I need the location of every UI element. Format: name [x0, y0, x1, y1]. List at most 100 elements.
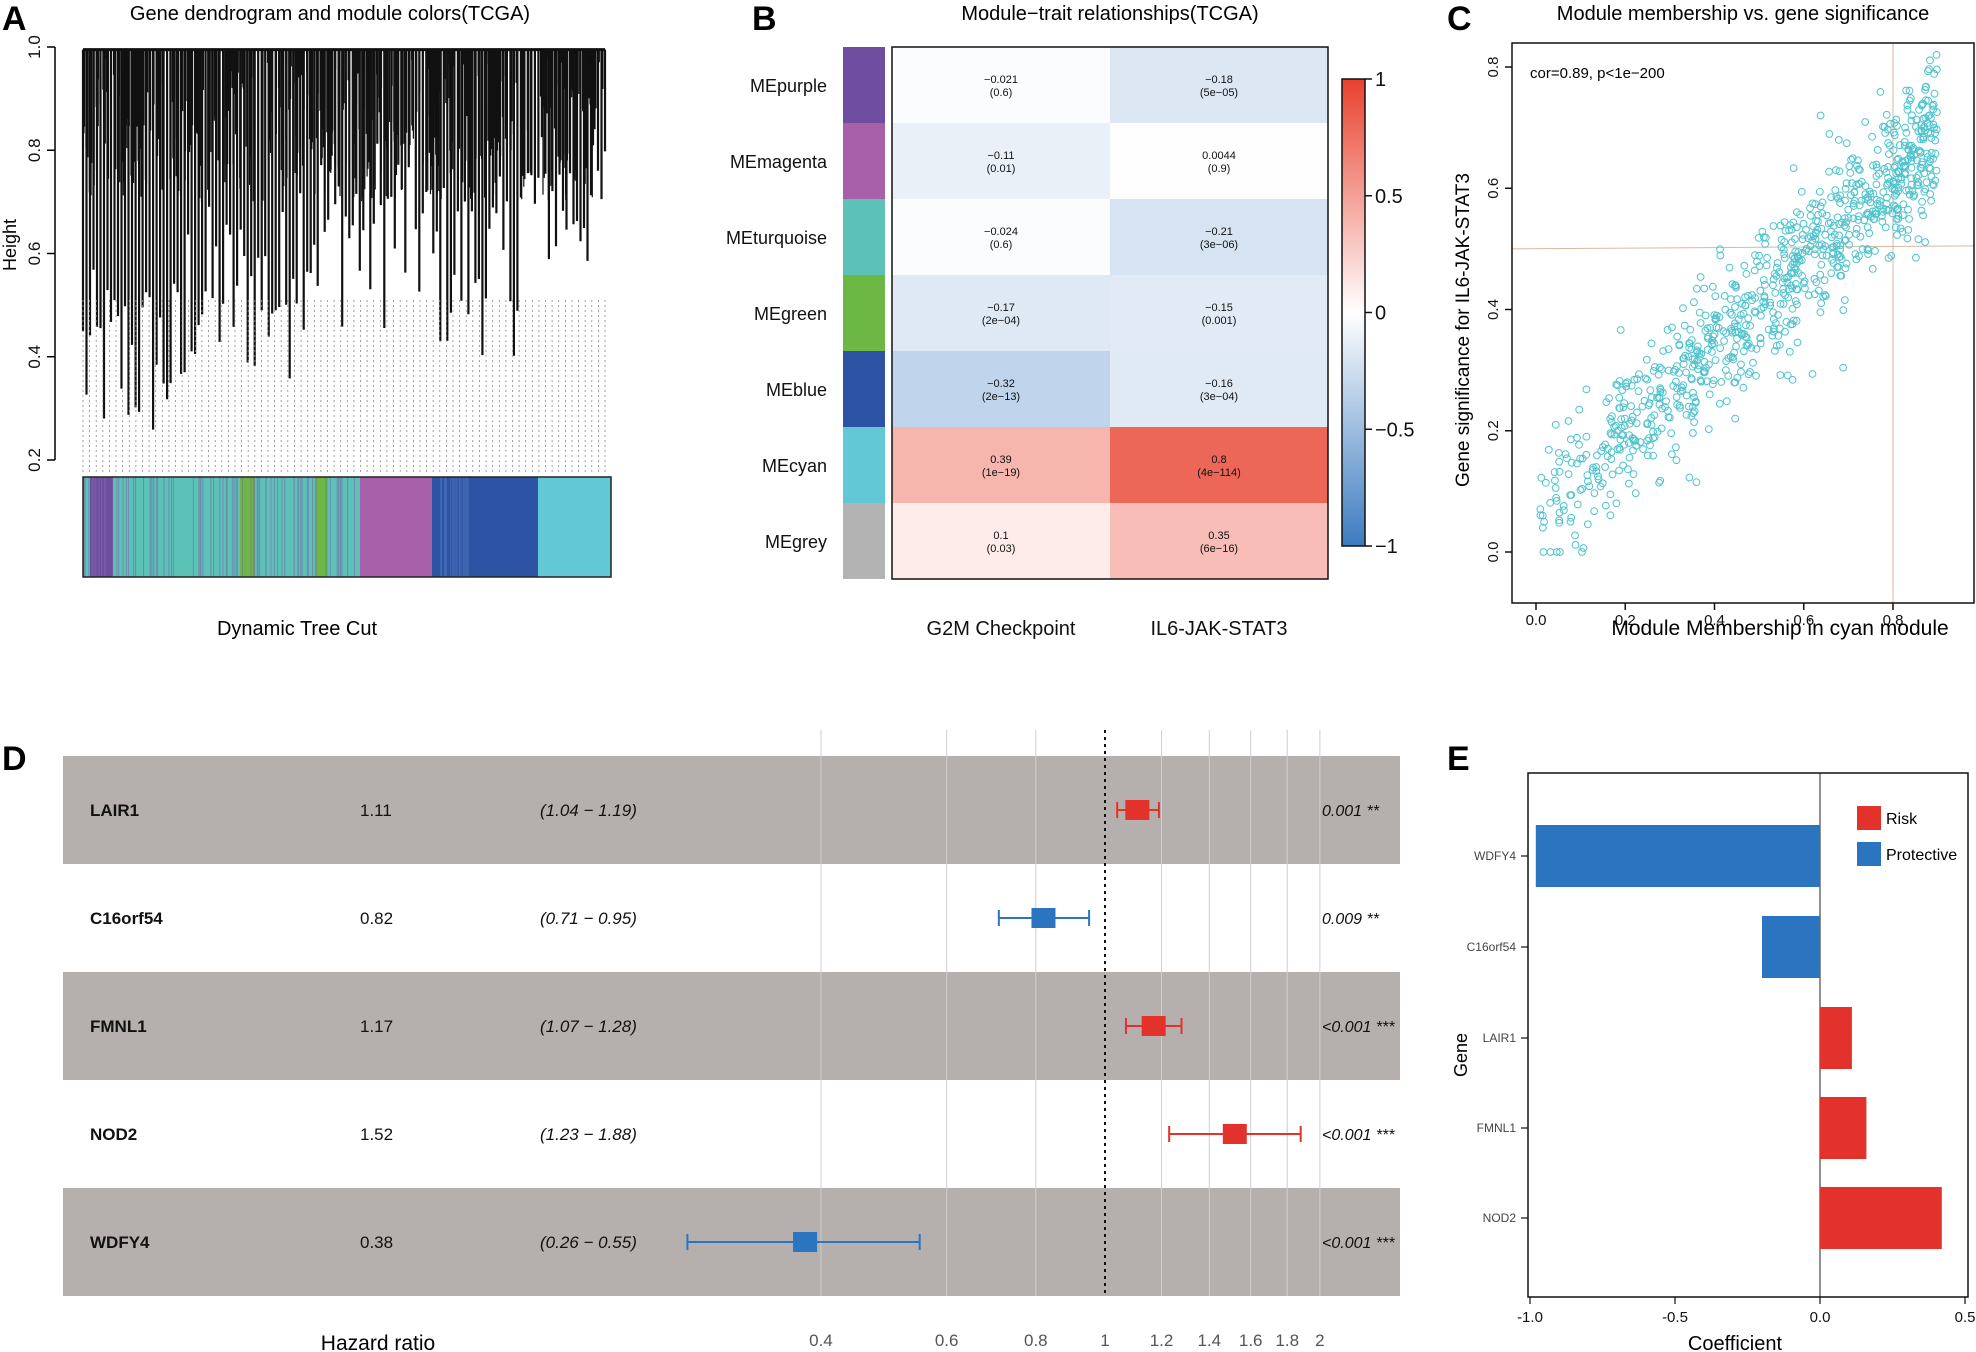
scatter-point [1927, 114, 1935, 122]
scatter-point [1876, 88, 1885, 96]
scatter-point [1608, 470, 1617, 479]
scatter-point [1784, 293, 1793, 302]
panel-a-ylabel: Height [0, 219, 20, 271]
a-y-tick-label: 0.6 [25, 242, 44, 266]
scatter-point [1920, 124, 1928, 133]
forest-x-tick-label: 0.8 [1024, 1331, 1048, 1350]
scatter-point [1921, 126, 1930, 135]
scatter-point [1892, 189, 1900, 198]
scatter-point [1624, 465, 1632, 474]
scatter-point [1733, 373, 1742, 382]
scatter-point [1633, 375, 1641, 383]
scatter-point [1811, 234, 1820, 243]
scatter-point [1885, 178, 1894, 186]
scatter-point [1722, 366, 1730, 375]
scatter-point [1871, 247, 1879, 255]
scatter-point [1791, 297, 1800, 305]
scatter-point [1788, 284, 1796, 293]
e-y-tick-label: FMNL1 [1477, 1121, 1517, 1135]
scatter-point [1882, 168, 1891, 177]
scatter-point [1746, 368, 1754, 376]
scatter-point [1619, 403, 1628, 412]
scatter-point [1903, 234, 1912, 243]
forest-ci-text: (1.07 − 1.28) [540, 1017, 637, 1036]
scatter-point [1649, 367, 1658, 375]
scatter-point [1890, 163, 1899, 172]
scatter-point [1695, 308, 1704, 317]
heatmap-cell [892, 275, 1110, 351]
scatter-point [1566, 491, 1575, 500]
scatter-point [1751, 251, 1759, 260]
scatter-point [1841, 196, 1849, 205]
scatter-point [1812, 217, 1820, 225]
scatter-point [1679, 354, 1688, 363]
panel-d-letter: D [2, 740, 27, 778]
scatter-point [1544, 445, 1553, 454]
scatter-point [1774, 331, 1783, 340]
scatter-point [1625, 479, 1633, 488]
scatter-point [1716, 245, 1724, 254]
scatter-point [1625, 453, 1634, 462]
scatter-point [1789, 164, 1798, 173]
scatter-point [1821, 230, 1830, 239]
panel-e-bar-chart: WDFY4 C16orf54 LAIR1 FMNL1 NOD2 -1.0 -0.5 0.0 0.… [1467, 773, 1975, 1326]
scatter-point [1629, 435, 1638, 443]
scatter-point [1816, 111, 1825, 120]
scatter-point [1650, 411, 1659, 420]
scatter-point [1757, 311, 1765, 320]
scatter-point [1606, 511, 1615, 520]
scatter-point [1690, 355, 1699, 364]
scatter-point [1785, 226, 1793, 235]
scatter-point [1861, 195, 1870, 204]
e-bar-C16orf54 [1762, 916, 1820, 978]
scatter-point [1573, 433, 1581, 442]
scatter-point [1769, 281, 1777, 290]
scatter-point [1582, 432, 1591, 441]
forest-estimate-box [793, 1232, 818, 1252]
scatter-point [1636, 438, 1645, 447]
heatmap-row-label: MEturquoise [726, 228, 827, 248]
legend-risk-swatch [1857, 806, 1881, 830]
scatter-point [1884, 206, 1893, 215]
scatter-point [1842, 259, 1851, 268]
scatter-point [1912, 123, 1920, 131]
panel-b-title: Module−trait relationships(TCGA) [961, 3, 1258, 25]
scatter-point [1836, 191, 1844, 200]
scatter-point [1827, 193, 1835, 202]
scatter-point [1689, 388, 1697, 397]
heatmap-cell-value: 0.39 [990, 454, 1011, 466]
scatter-point [1825, 167, 1833, 176]
scatter-point [1551, 420, 1560, 429]
scatter-point [1538, 523, 1547, 532]
heatmap-cell-value: −0.18 [1205, 74, 1233, 86]
scatter-point [1664, 345, 1673, 354]
scatter-point [1836, 241, 1845, 250]
scatter-point [1739, 383, 1748, 392]
scatter-point [1841, 236, 1850, 244]
scatter-point [1700, 368, 1709, 377]
scatter-point [1582, 385, 1591, 394]
scatter-point [1593, 451, 1601, 460]
scatter-point [1628, 412, 1637, 421]
scatter-point [1697, 377, 1706, 386]
heatmap-cell-value: 0.0044 [1202, 150, 1236, 162]
scatter-point [1836, 199, 1844, 207]
scatter-point [1655, 478, 1663, 487]
scatter-point [1711, 356, 1720, 365]
forest-hr-value: 0.38 [360, 1233, 393, 1252]
scatter-point [1769, 327, 1778, 336]
scatter-point [1590, 507, 1599, 516]
scatter-point [1571, 531, 1579, 540]
scatter-point [1887, 252, 1896, 260]
scatter-point [1629, 446, 1637, 455]
scatter-point [1884, 173, 1892, 182]
scatter-point [1782, 318, 1791, 326]
colorbar-tick-label: −1 [1375, 536, 1398, 558]
heatmap-cell-pvalue: (0.001) [1202, 315, 1237, 327]
scatter-point [1709, 376, 1718, 385]
heatmap-row-color-MEgreen [843, 275, 885, 351]
scatter-point [1656, 384, 1664, 393]
scatter-point [1643, 451, 1652, 460]
scatter-point [1761, 280, 1769, 289]
scatter-point [1555, 508, 1564, 517]
